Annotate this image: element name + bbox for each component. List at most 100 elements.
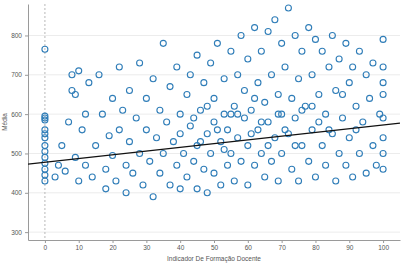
point — [194, 52, 200, 58]
y-tick: 300 — [11, 229, 28, 236]
x-tick-mark — [383, 240, 384, 243]
point — [340, 91, 346, 97]
y-tick-label: 700 — [11, 71, 22, 78]
x-tick: 50 — [211, 240, 219, 251]
point — [187, 123, 193, 129]
point — [333, 178, 339, 184]
point — [137, 60, 143, 66]
point — [255, 127, 261, 133]
point — [160, 40, 166, 46]
point — [174, 162, 180, 168]
point — [211, 170, 217, 176]
point — [363, 72, 369, 78]
x-tick-label: 20 — [109, 244, 117, 251]
x-tick-mark — [315, 240, 316, 243]
point — [309, 103, 315, 109]
point — [42, 115, 48, 121]
x-tick: 70 — [279, 240, 287, 251]
point — [184, 91, 190, 97]
point — [228, 48, 234, 54]
y-tick-mark — [25, 114, 28, 115]
point — [262, 174, 268, 180]
point — [380, 135, 386, 141]
point — [69, 72, 75, 78]
point — [241, 88, 247, 94]
grid-line — [28, 35, 400, 36]
x-tick-label: 50 — [211, 244, 219, 251]
x-tick-mark — [180, 240, 181, 243]
point — [177, 131, 183, 137]
point — [231, 103, 237, 109]
point — [262, 99, 268, 105]
point — [245, 143, 251, 149]
point — [52, 174, 58, 180]
point — [211, 95, 217, 101]
point — [299, 143, 305, 149]
point — [221, 76, 227, 82]
point — [231, 178, 237, 184]
point — [268, 158, 274, 164]
point — [191, 158, 197, 164]
point — [258, 48, 264, 54]
grid-line — [28, 232, 400, 233]
point — [296, 76, 302, 82]
point — [238, 32, 244, 38]
point — [346, 80, 352, 86]
point — [329, 32, 335, 38]
zero-line — [44, 4, 45, 240]
point — [268, 72, 274, 78]
data-area — [28, 5, 400, 200]
x-tick-label: 60 — [245, 244, 253, 251]
grid — [28, 4, 400, 240]
point — [245, 56, 251, 62]
point — [130, 170, 136, 176]
point — [333, 88, 339, 94]
point — [312, 174, 318, 180]
point — [306, 158, 312, 164]
x-tick-label: 0 — [44, 244, 48, 251]
point — [326, 64, 332, 70]
point — [42, 143, 48, 149]
point — [72, 91, 78, 97]
point — [208, 150, 214, 156]
point — [143, 127, 149, 133]
point — [96, 72, 102, 78]
point — [275, 111, 281, 117]
point — [204, 103, 210, 109]
point — [157, 107, 163, 113]
point — [319, 48, 325, 54]
point — [143, 95, 149, 101]
x-tick: 80 — [312, 240, 320, 251]
point — [380, 166, 386, 172]
point — [316, 119, 322, 125]
point — [82, 162, 88, 168]
point — [363, 170, 369, 176]
x-tick-mark — [45, 240, 46, 243]
plot: 0102030405060708090100300400500600700800 — [11, 4, 400, 251]
point — [235, 135, 241, 141]
point — [373, 162, 379, 168]
point — [299, 48, 305, 54]
point — [214, 40, 220, 46]
point — [275, 178, 281, 184]
point — [248, 131, 254, 137]
point — [150, 76, 156, 82]
point — [82, 111, 88, 117]
point — [316, 91, 322, 97]
y-tick-mark — [25, 193, 28, 194]
point — [42, 149, 48, 155]
y-tick: 400 — [11, 189, 28, 196]
point — [42, 131, 48, 137]
y-tick: 600 — [11, 111, 28, 118]
point — [154, 135, 160, 141]
x-tick: 20 — [109, 240, 117, 251]
point — [265, 119, 271, 125]
point — [248, 107, 254, 113]
point — [380, 91, 386, 97]
point — [150, 194, 156, 200]
point — [289, 95, 295, 101]
x-tick: 60 — [245, 240, 253, 251]
point — [380, 115, 386, 121]
y-tick-label: 800 — [11, 32, 22, 39]
point — [312, 36, 318, 42]
